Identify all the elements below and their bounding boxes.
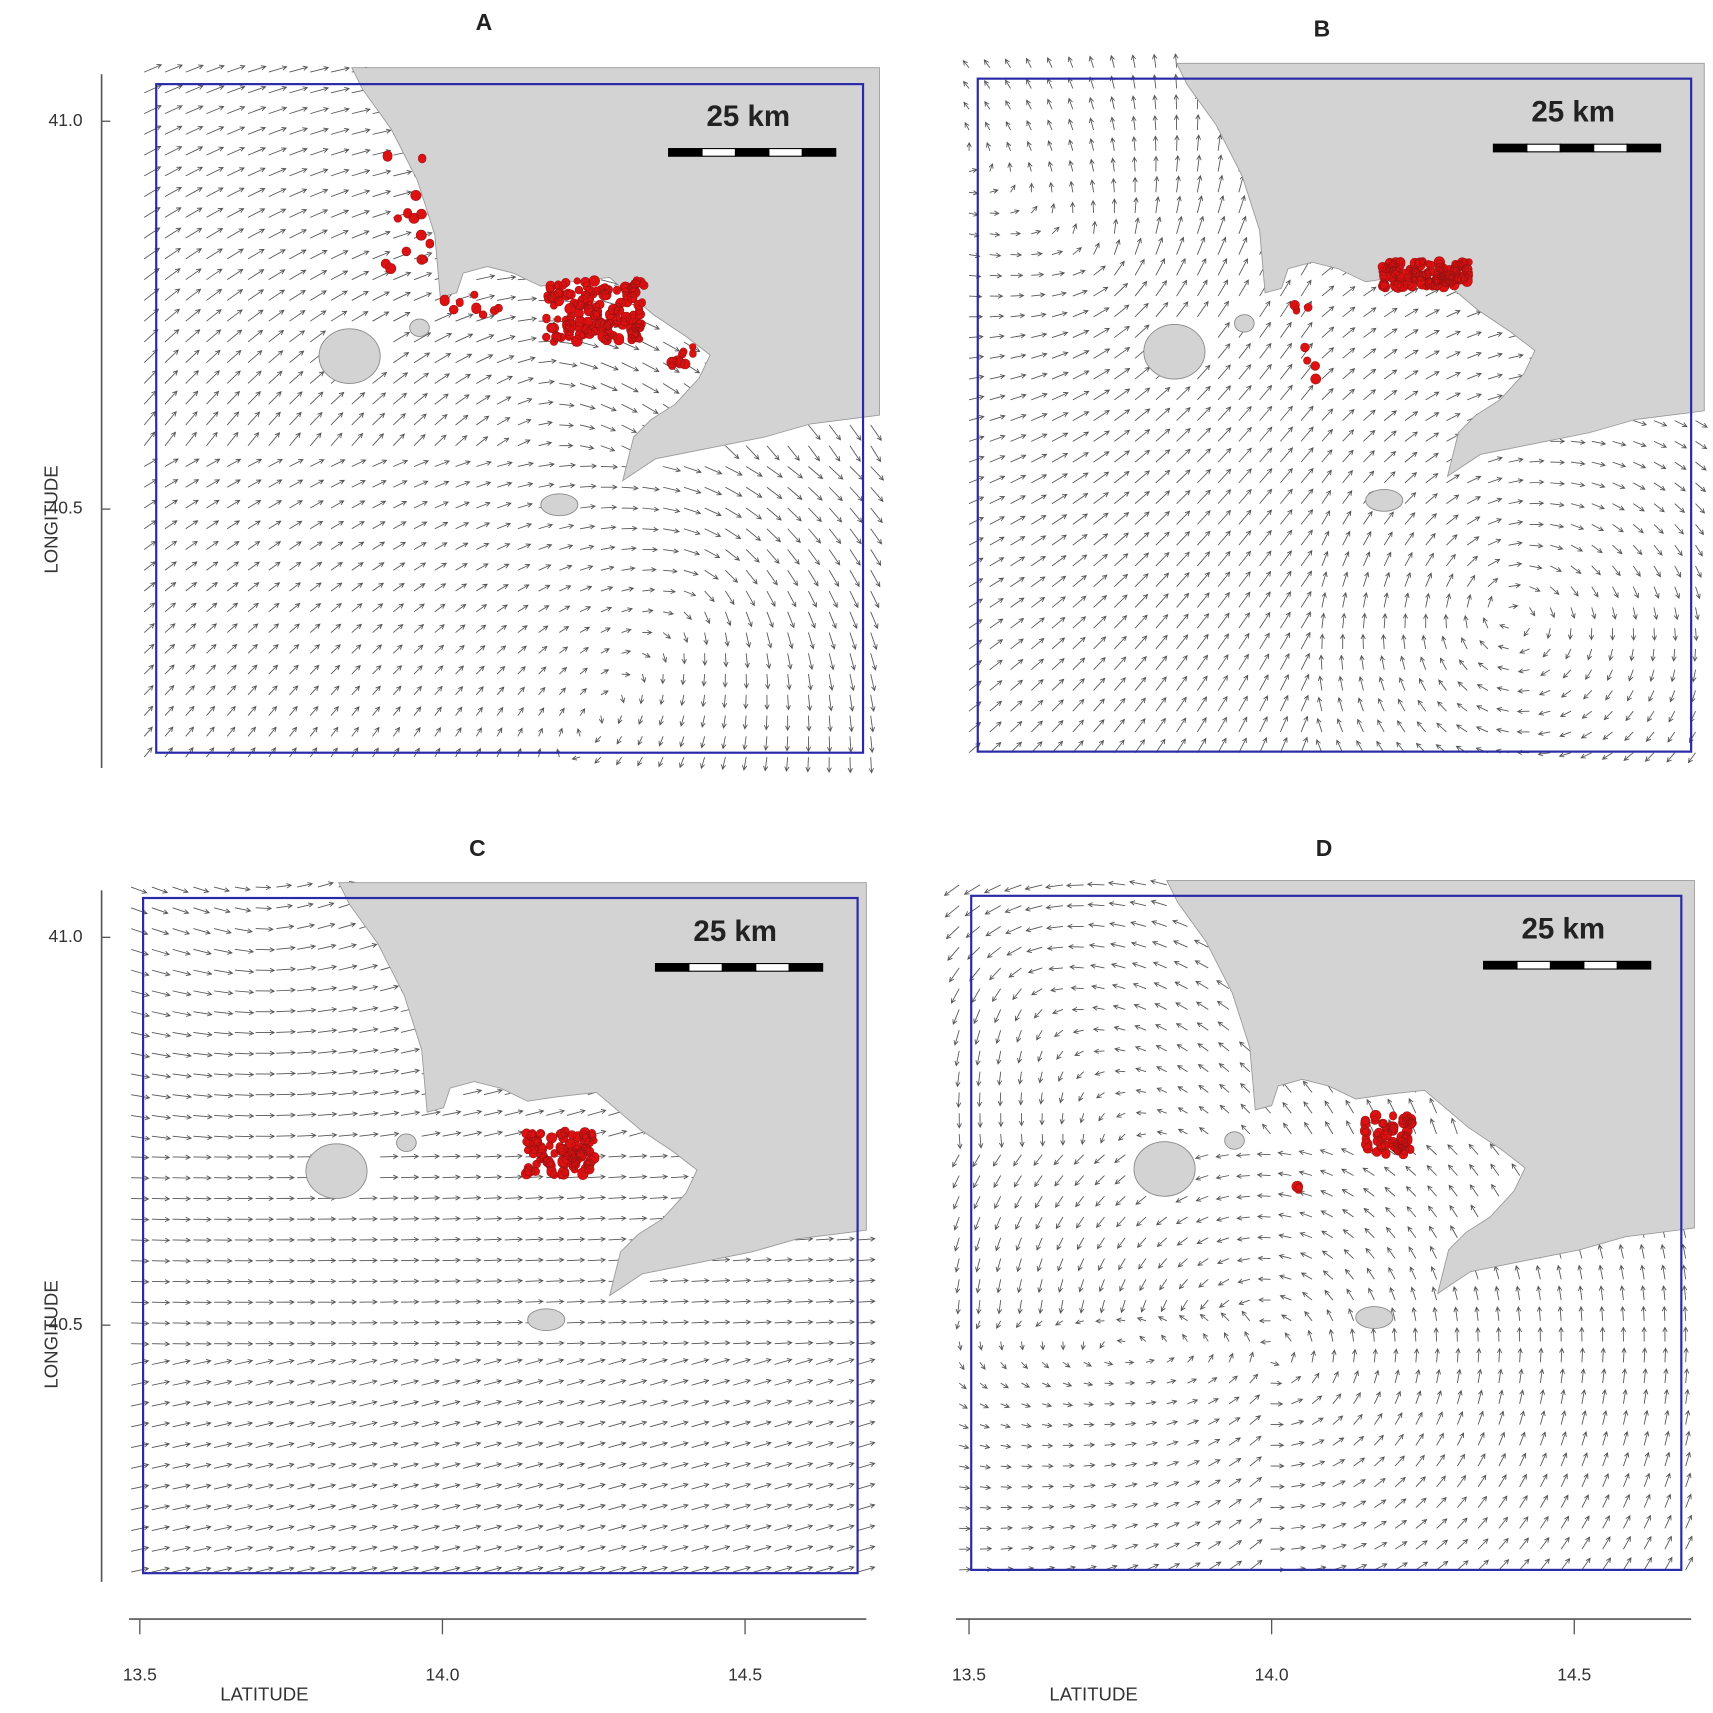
panel-label: D <box>1316 835 1333 861</box>
current-vectors <box>962 53 1708 764</box>
y-tick-label: 41.0 <box>49 110 83 130</box>
particles <box>1291 1110 1417 1194</box>
scale-bar-segment <box>1583 960 1618 970</box>
particles <box>520 1126 600 1180</box>
scale-bar-segment <box>654 963 690 972</box>
domain-frame <box>970 894 1683 1571</box>
scale-bar-segment <box>1516 960 1551 970</box>
island <box>318 328 381 384</box>
island <box>1355 1306 1394 1329</box>
domain-frame <box>155 83 865 754</box>
x-tick-label: 13.5 <box>123 1664 157 1684</box>
island <box>396 1133 417 1152</box>
y-tick-label: 40.5 <box>49 498 83 518</box>
scale-bar-segment <box>755 963 790 972</box>
island <box>1234 314 1255 333</box>
y-axis-label: LONGITUDE <box>40 1280 61 1388</box>
island <box>1365 488 1404 512</box>
scale-bar-segment <box>721 963 757 972</box>
land <box>337 882 867 1297</box>
current-vectors <box>943 879 1693 1573</box>
land <box>351 67 880 482</box>
island <box>305 1143 368 1199</box>
particles <box>380 150 697 370</box>
y-tick-label: 41.0 <box>49 926 83 946</box>
map-panel: 25 km <box>962 53 1708 764</box>
island <box>409 318 430 337</box>
scale-bar-segment <box>734 148 770 157</box>
y-tick-label: 40.5 <box>49 1314 83 1334</box>
island <box>527 1308 566 1332</box>
scale-bar-segment <box>1593 143 1628 153</box>
x-axis-label: LATITUDE <box>1049 1683 1137 1704</box>
scale-bar-segment <box>701 148 737 157</box>
scale-bar-segment <box>788 963 824 972</box>
panel-label: C <box>469 835 486 861</box>
particles <box>1289 256 1473 385</box>
y-axis-label: LONGITUDE <box>40 465 61 573</box>
island <box>1133 1141 1196 1197</box>
scale-bar-segment <box>1526 143 1561 153</box>
panel-label: A <box>476 9 493 35</box>
scale-bar-segment <box>1559 143 1595 153</box>
scale-label: 25 km <box>693 915 777 948</box>
x-tick-label: 14.5 <box>1557 1664 1591 1684</box>
scale-bar-segment <box>1616 960 1652 970</box>
map-panel: 25 km <box>143 64 885 774</box>
map-panel: 25 km <box>943 879 1695 1573</box>
scale-bar-segment <box>801 148 837 157</box>
scale-label: 25 km <box>707 100 791 133</box>
island <box>540 493 579 517</box>
scale-bar-segment <box>1549 960 1585 970</box>
x-tick-label: 14.0 <box>425 1664 459 1684</box>
scale-label: 25 km <box>1522 913 1606 946</box>
scale-bar-segment <box>1492 143 1528 153</box>
x-tick-label: 14.0 <box>1255 1664 1289 1684</box>
scale-bar-segment <box>1483 960 1518 970</box>
island <box>1143 324 1206 380</box>
scale-bar-segment <box>1626 143 1662 153</box>
x-tick-label: 13.5 <box>952 1664 986 1684</box>
scale-bar-segment <box>768 148 803 157</box>
x-axis-label: LATITUDE <box>220 1683 308 1704</box>
scale-label: 25 km <box>1531 95 1615 128</box>
domain-frame <box>976 77 1693 753</box>
island <box>1224 1131 1245 1150</box>
map-panel: 25 km <box>130 880 876 1575</box>
land <box>1166 880 1695 1295</box>
panel-label: B <box>1314 16 1331 42</box>
scale-bar-segment <box>668 148 703 157</box>
x-tick-label: 14.5 <box>728 1664 762 1684</box>
scale-bar-segment <box>688 963 723 972</box>
domain-frame <box>142 896 859 1575</box>
